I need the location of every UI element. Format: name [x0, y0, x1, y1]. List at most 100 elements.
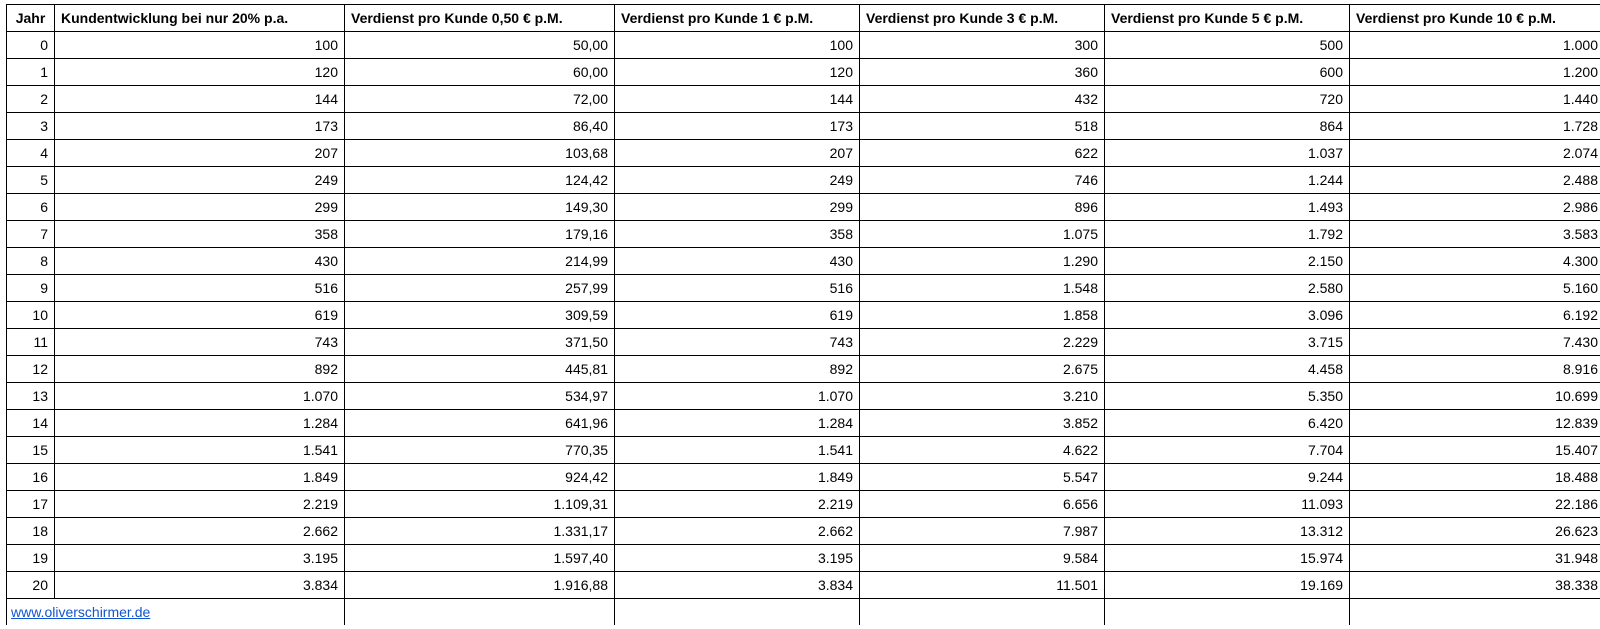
table-row: 131.070534,971.0703.2105.35010.699 [7, 383, 1600, 410]
cell-v3: 622 [860, 140, 1105, 167]
cell-v10: 10.699 [1350, 383, 1600, 410]
cell-v5: 4.458 [1105, 356, 1350, 383]
cell-v3: 3.210 [860, 383, 1105, 410]
cell-v10: 6.192 [1350, 302, 1600, 329]
cell-v1: 892 [615, 356, 860, 383]
cell-v5: 5.350 [1105, 383, 1350, 410]
cell-v1: 358 [615, 221, 860, 248]
cell-v1: 743 [615, 329, 860, 356]
table-row: 151.541770,351.5414.6227.70415.407 [7, 437, 1600, 464]
cell-kund: 120 [55, 59, 345, 86]
cell-v050: 1.331,17 [345, 518, 615, 545]
table-row: 010050,001003005001.000 [7, 32, 1600, 59]
cell-v1: 100 [615, 32, 860, 59]
source-link[interactable]: www.oliverschirmer.de [11, 604, 150, 620]
cell-v10: 18.488 [1350, 464, 1600, 491]
cell-jahr: 20 [7, 572, 55, 599]
cell-v1: 1.541 [615, 437, 860, 464]
table-row: 161.849924,421.8495.5479.24418.488 [7, 464, 1600, 491]
footer-empty-cell [1350, 599, 1600, 626]
cell-kund: 892 [55, 356, 345, 383]
table-row: 4207103,682076221.0372.074 [7, 140, 1600, 167]
footer-empty-cell [860, 599, 1105, 626]
cell-v5: 2.150 [1105, 248, 1350, 275]
cell-v1: 619 [615, 302, 860, 329]
cell-v1: 2.219 [615, 491, 860, 518]
col-header-verdienst-5: Verdienst pro Kunde 5 € p.M. [1105, 5, 1350, 32]
cell-v3: 11.501 [860, 572, 1105, 599]
cell-v10: 8.916 [1350, 356, 1600, 383]
cell-v10: 31.948 [1350, 545, 1600, 572]
cell-kund: 249 [55, 167, 345, 194]
cell-v5: 2.580 [1105, 275, 1350, 302]
cell-v5: 600 [1105, 59, 1350, 86]
cell-v050: 1.597,40 [345, 545, 615, 572]
cell-v10: 1.440 [1350, 86, 1600, 113]
cell-kund: 207 [55, 140, 345, 167]
cell-v3: 2.229 [860, 329, 1105, 356]
cell-jahr: 19 [7, 545, 55, 572]
cell-v5: 7.704 [1105, 437, 1350, 464]
cell-v5: 13.312 [1105, 518, 1350, 545]
cell-v5: 1.493 [1105, 194, 1350, 221]
cell-v3: 360 [860, 59, 1105, 86]
cell-v050: 534,97 [345, 383, 615, 410]
footer-empty-cell [1105, 599, 1350, 626]
table-row: 6299149,302998961.4932.986 [7, 194, 1600, 221]
cell-v1: 299 [615, 194, 860, 221]
cell-v050: 50,00 [345, 32, 615, 59]
cell-v050: 1.109,31 [345, 491, 615, 518]
cell-jahr: 12 [7, 356, 55, 383]
col-header-verdienst-050: Verdienst pro Kunde 0,50 € p.M. [345, 5, 615, 32]
cell-v050: 924,42 [345, 464, 615, 491]
cell-jahr: 8 [7, 248, 55, 275]
footer-link-cell: www.oliverschirmer.de [7, 599, 345, 626]
cell-kund: 1.849 [55, 464, 345, 491]
cell-v3: 3.852 [860, 410, 1105, 437]
cell-v3: 1.075 [860, 221, 1105, 248]
cell-v050: 770,35 [345, 437, 615, 464]
cell-kund: 3.195 [55, 545, 345, 572]
cell-v050: 214,99 [345, 248, 615, 275]
cell-v1: 173 [615, 113, 860, 140]
cell-v3: 518 [860, 113, 1105, 140]
table-row: 193.1951.597,403.1959.58415.97431.948 [7, 545, 1600, 572]
cell-v10: 3.583 [1350, 221, 1600, 248]
cell-kund: 1.541 [55, 437, 345, 464]
cell-v1: 430 [615, 248, 860, 275]
customer-growth-table: Jahr Kundentwicklung bei nur 20% p.a. Ve… [6, 4, 1600, 625]
cell-jahr: 14 [7, 410, 55, 437]
cell-v10: 2.986 [1350, 194, 1600, 221]
table-header-row: Jahr Kundentwicklung bei nur 20% p.a. Ve… [7, 5, 1600, 32]
cell-v10: 38.338 [1350, 572, 1600, 599]
cell-v050: 103,68 [345, 140, 615, 167]
cell-v10: 12.839 [1350, 410, 1600, 437]
cell-jahr: 17 [7, 491, 55, 518]
cell-kund: 2.662 [55, 518, 345, 545]
cell-v1: 1.849 [615, 464, 860, 491]
cell-v5: 15.974 [1105, 545, 1350, 572]
table-row: 7358179,163581.0751.7923.583 [7, 221, 1600, 248]
cell-v3: 9.584 [860, 545, 1105, 572]
cell-kund: 299 [55, 194, 345, 221]
cell-kund: 430 [55, 248, 345, 275]
cell-v3: 7.987 [860, 518, 1105, 545]
cell-jahr: 0 [7, 32, 55, 59]
cell-v1: 1.070 [615, 383, 860, 410]
cell-v10: 1.728 [1350, 113, 1600, 140]
cell-v1: 3.195 [615, 545, 860, 572]
cell-v10: 1.000 [1350, 32, 1600, 59]
cell-v5: 1.037 [1105, 140, 1350, 167]
table-row: 5249124,422497461.2442.488 [7, 167, 1600, 194]
cell-kund: 619 [55, 302, 345, 329]
cell-kund: 516 [55, 275, 345, 302]
cell-v3: 6.656 [860, 491, 1105, 518]
cell-v3: 432 [860, 86, 1105, 113]
cell-jahr: 15 [7, 437, 55, 464]
cell-v050: 124,42 [345, 167, 615, 194]
cell-kund: 100 [55, 32, 345, 59]
cell-v10: 5.160 [1350, 275, 1600, 302]
cell-v050: 641,96 [345, 410, 615, 437]
cell-kund: 173 [55, 113, 345, 140]
cell-v10: 26.623 [1350, 518, 1600, 545]
